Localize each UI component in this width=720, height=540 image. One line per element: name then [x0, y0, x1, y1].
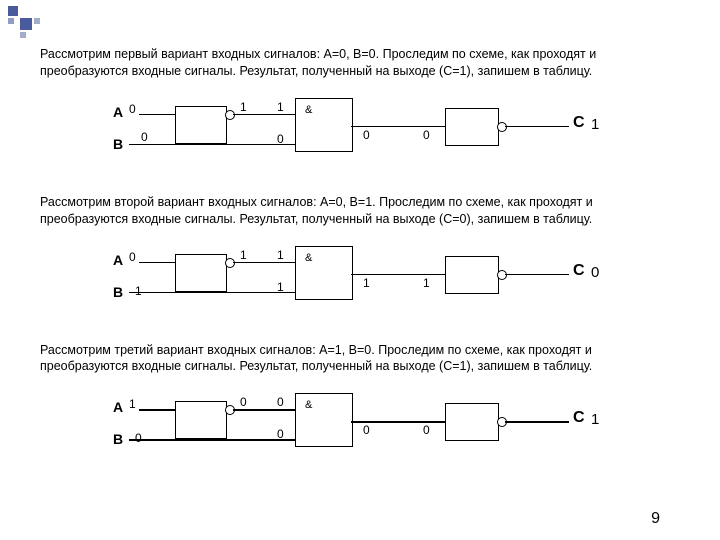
- circuit-diagram-2: A 0 B 1 1 1 1 & 1 1 C 0: [95, 236, 625, 326]
- val-g2-out: 1: [363, 276, 370, 290]
- label-B: B: [113, 136, 123, 152]
- paragraph-3: Рассмотрим третий вариант входных сигнал…: [40, 342, 680, 376]
- page-number: 9: [651, 510, 660, 528]
- val-C: 1: [591, 411, 599, 428]
- val-A-in: 0: [129, 250, 136, 264]
- circuit-diagram-1: A 0 B 0 1 1 0 & 0 0 C 1: [95, 88, 625, 178]
- val-g3-in: 0: [423, 128, 430, 142]
- label-C: C: [573, 409, 585, 427]
- val-A-in: 0: [129, 102, 136, 116]
- amp-icon: &: [305, 104, 312, 116]
- val-g2-inB: 0: [277, 427, 284, 441]
- gate-not: [175, 106, 227, 144]
- val-g2-inA: 0: [277, 395, 284, 409]
- gate-not-2: [445, 256, 499, 294]
- gate-and: [295, 246, 353, 300]
- label-A: A: [113, 252, 123, 268]
- val-g2-out: 0: [363, 128, 370, 142]
- amp-icon: &: [305, 399, 312, 411]
- circuit-diagram-3: A 1 B 0 0 0 0 & 0 0 C 1: [95, 383, 625, 473]
- val-B-in: 1: [135, 284, 142, 298]
- val-A-in: 1: [129, 397, 136, 411]
- val-g2-inB: 0: [277, 132, 284, 146]
- label-C: C: [573, 262, 585, 280]
- label-B: B: [113, 284, 123, 300]
- gate-not-2: [445, 108, 499, 146]
- val-g2-out: 0: [363, 423, 370, 437]
- gate-not: [175, 401, 227, 439]
- paragraph-2: Рассмотрим второй вариант входных сигнал…: [40, 194, 680, 228]
- val-B-in: 0: [141, 130, 148, 144]
- val-B-in: 0: [135, 431, 142, 445]
- val-C: 1: [591, 116, 599, 133]
- label-A: A: [113, 104, 123, 120]
- val-g2-inA: 1: [277, 248, 284, 262]
- val-g1-out: 1: [240, 100, 247, 114]
- val-g2-inB: 1: [277, 280, 284, 294]
- gate-not-2: [445, 403, 499, 441]
- gate-and: [295, 393, 353, 447]
- val-g1-out: 1: [240, 248, 247, 262]
- amp-icon: &: [305, 252, 312, 264]
- val-g2-inA: 1: [277, 100, 284, 114]
- paragraph-1: Рассмотрим первый вариант входных сигнал…: [40, 46, 680, 80]
- label-C: C: [573, 114, 585, 132]
- val-g3-in: 0: [423, 423, 430, 437]
- val-g3-in: 1: [423, 276, 430, 290]
- gate-and: [295, 98, 353, 152]
- slide-content: Рассмотрим первый вариант входных сигнал…: [40, 46, 680, 489]
- val-C: 0: [591, 264, 599, 281]
- val-g1-out: 0: [240, 395, 247, 409]
- label-A: A: [113, 399, 123, 415]
- gate-not: [175, 254, 227, 292]
- label-B: B: [113, 431, 123, 447]
